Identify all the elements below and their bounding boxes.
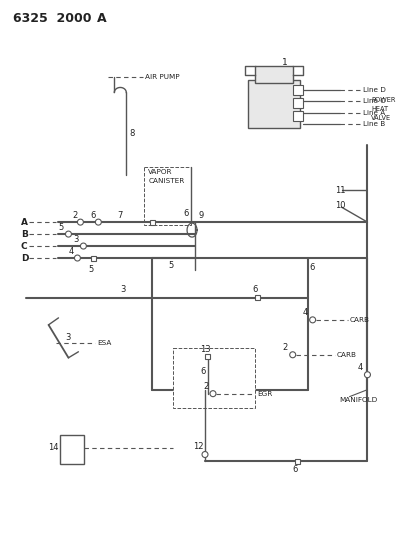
Text: 5: 5 xyxy=(58,223,63,232)
Text: 9: 9 xyxy=(198,211,203,220)
Text: 6: 6 xyxy=(90,211,96,220)
Text: 2: 2 xyxy=(72,211,78,220)
Text: 13: 13 xyxy=(200,345,210,354)
Text: CARB: CARB xyxy=(348,317,369,323)
Circle shape xyxy=(80,243,86,249)
Text: 10: 10 xyxy=(335,200,345,209)
Text: A: A xyxy=(97,12,107,25)
Bar xyxy=(254,66,292,84)
Bar xyxy=(292,111,302,122)
Text: Line D: Line D xyxy=(362,87,385,93)
Text: 2: 2 xyxy=(202,382,208,391)
Circle shape xyxy=(309,317,315,323)
Text: 6: 6 xyxy=(183,208,188,217)
Text: CARB: CARB xyxy=(336,352,356,358)
Text: 6: 6 xyxy=(292,465,297,474)
Bar xyxy=(61,434,84,464)
Text: 2: 2 xyxy=(282,343,287,352)
Text: ESA: ESA xyxy=(97,340,112,346)
Text: 6: 6 xyxy=(252,286,258,294)
Text: EGR: EGR xyxy=(256,391,272,397)
Bar xyxy=(149,220,154,224)
Bar xyxy=(255,295,260,301)
Bar xyxy=(205,354,210,359)
Text: 1: 1 xyxy=(281,58,287,67)
Text: 4: 4 xyxy=(357,363,362,372)
Text: C: C xyxy=(20,241,27,251)
Text: Line B: Line B xyxy=(362,122,385,127)
Text: 7: 7 xyxy=(117,211,122,220)
Text: 6325  2000: 6325 2000 xyxy=(13,12,91,25)
Text: CANISTER: CANISTER xyxy=(148,178,184,184)
Circle shape xyxy=(202,451,207,457)
Bar xyxy=(292,85,302,95)
Bar xyxy=(173,348,254,408)
Bar xyxy=(144,167,191,225)
Text: B: B xyxy=(20,230,27,239)
Text: 11: 11 xyxy=(335,185,345,195)
Text: 6: 6 xyxy=(200,367,205,376)
Bar xyxy=(294,459,299,464)
Circle shape xyxy=(289,352,295,358)
Bar xyxy=(292,99,302,108)
Text: Line A: Line A xyxy=(362,110,385,116)
Circle shape xyxy=(95,219,101,225)
Circle shape xyxy=(74,255,80,261)
Circle shape xyxy=(77,219,83,225)
Circle shape xyxy=(209,391,216,397)
Text: 3: 3 xyxy=(65,333,71,342)
Text: 5: 5 xyxy=(168,261,173,270)
Circle shape xyxy=(65,231,71,237)
Circle shape xyxy=(364,372,370,378)
Text: A: A xyxy=(20,217,27,227)
Text: POWER: POWER xyxy=(371,98,395,103)
Text: Line C: Line C xyxy=(362,99,385,104)
Text: 6: 6 xyxy=(309,263,314,272)
Text: 3: 3 xyxy=(120,286,125,294)
Text: VALVE: VALVE xyxy=(371,115,391,122)
Text: 4: 4 xyxy=(68,247,74,255)
Text: 3: 3 xyxy=(73,235,79,244)
Text: D: D xyxy=(20,254,28,263)
Text: 8: 8 xyxy=(129,129,134,138)
Text: 14: 14 xyxy=(48,443,59,452)
Text: 5: 5 xyxy=(88,265,93,274)
Bar xyxy=(247,80,299,128)
Text: 4: 4 xyxy=(302,309,307,317)
Text: VAPOR: VAPOR xyxy=(148,169,172,175)
Text: AIR PUMP: AIR PUMP xyxy=(145,75,180,80)
Text: MANIFOLD: MANIFOLD xyxy=(339,397,377,402)
Text: HEAT: HEAT xyxy=(371,107,388,112)
Text: 12: 12 xyxy=(193,442,203,451)
Bar xyxy=(91,255,96,261)
